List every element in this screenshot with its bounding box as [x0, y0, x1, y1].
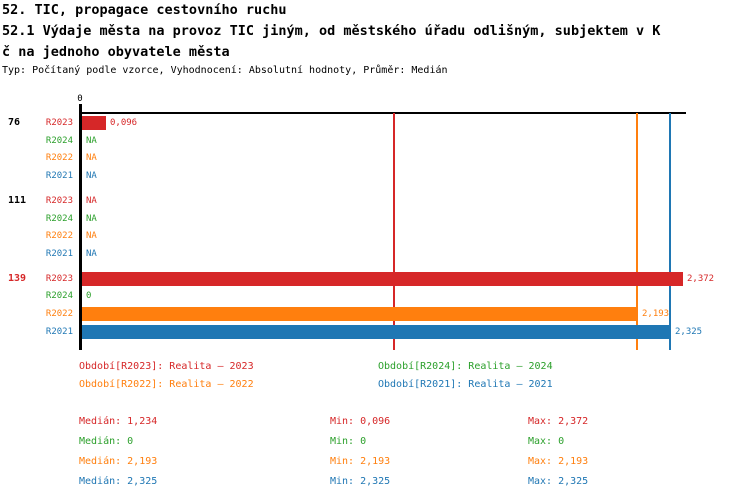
y-axis-line	[79, 104, 82, 350]
report-meta-line: Typ: Počítaný podle vzorce, Vyhodnocení:…	[2, 65, 448, 76]
stat-max-r2022: Max: 2,193	[528, 456, 589, 467]
legend-item-r2021: Období[R2021]: Realita – 2021	[378, 379, 553, 390]
series-label-r2021: R2021	[45, 171, 73, 181]
group-label-76: 76	[8, 117, 21, 128]
median-line-r2023	[393, 113, 395, 350]
group-label-139: 139	[8, 273, 27, 284]
legend-item-r2022: Období[R2022]: Realita – 2022	[79, 379, 254, 390]
na-label: NA	[86, 231, 97, 241]
series-label-r2022: R2022	[45, 231, 73, 241]
stat-median-r2024: Medián: 0	[79, 436, 134, 447]
stat-median-r2022: Medián: 2,193	[79, 456, 158, 467]
na-label: NA	[86, 249, 97, 259]
report-title-line2: 52.1 Výdaje města na provoz TIC jiným, o…	[2, 23, 661, 39]
series-label-r2024: R2024	[45, 214, 73, 224]
value-label: 0,096	[110, 118, 138, 128]
group-label-111: 111	[8, 195, 27, 206]
report-title-line1: 52. TIC, propagace cestovního ruchu	[2, 2, 287, 18]
legend-item-r2023: Období[R2023]: Realita – 2023	[79, 361, 254, 372]
value-label: 2,193	[642, 309, 670, 319]
series-label-r2024: R2024	[45, 136, 73, 146]
value-label: 2,372	[687, 274, 715, 284]
value-label: 2,325	[675, 327, 703, 337]
bar-r2022-group-139	[82, 307, 638, 321]
stat-min-r2021: Min: 2,325	[330, 476, 391, 487]
stat-max-r2024: Max: 0	[528, 436, 565, 447]
axis-tick-zero: 0	[77, 94, 83, 104]
stat-max-r2023: Max: 2,372	[528, 416, 589, 427]
stat-min-r2022: Min: 2,193	[330, 456, 391, 467]
series-label-r2022: R2022	[45, 153, 73, 163]
stat-min-r2024: Min: 0	[330, 436, 367, 447]
value-label: 0	[86, 291, 92, 301]
series-label-r2023: R2023	[45, 196, 73, 206]
na-label: NA	[86, 136, 97, 146]
stat-median-r2023: Medián: 1,234	[79, 416, 158, 427]
series-label-r2021: R2021	[45, 249, 73, 259]
x-axis-line	[79, 112, 686, 114]
na-label: NA	[86, 196, 97, 206]
stat-min-r2023: Min: 0,096	[330, 416, 391, 427]
stat-median-r2021: Medián: 2,325	[79, 476, 158, 487]
series-label-r2021: R2021	[45, 327, 73, 337]
series-label-r2022: R2022	[45, 309, 73, 319]
na-label: NA	[86, 214, 97, 224]
legend-item-r2024: Období[R2024]: Realita – 2024	[378, 361, 553, 372]
median-line-r2022	[636, 113, 638, 350]
report-title-line3: č na jednoho obyvatele města	[2, 44, 230, 60]
bar-r2021-group-139	[82, 325, 671, 339]
stat-max-r2021: Max: 2,325	[528, 476, 589, 487]
na-label: NA	[86, 153, 97, 163]
bar-r2023-group-76	[82, 116, 106, 130]
na-label: NA	[86, 171, 97, 181]
series-label-r2024: R2024	[45, 291, 73, 301]
bar-r2023-group-139	[82, 272, 683, 286]
median-line-r2021	[669, 113, 671, 350]
series-label-r2023: R2023	[45, 118, 73, 128]
series-label-r2023: R2023	[45, 274, 73, 284]
